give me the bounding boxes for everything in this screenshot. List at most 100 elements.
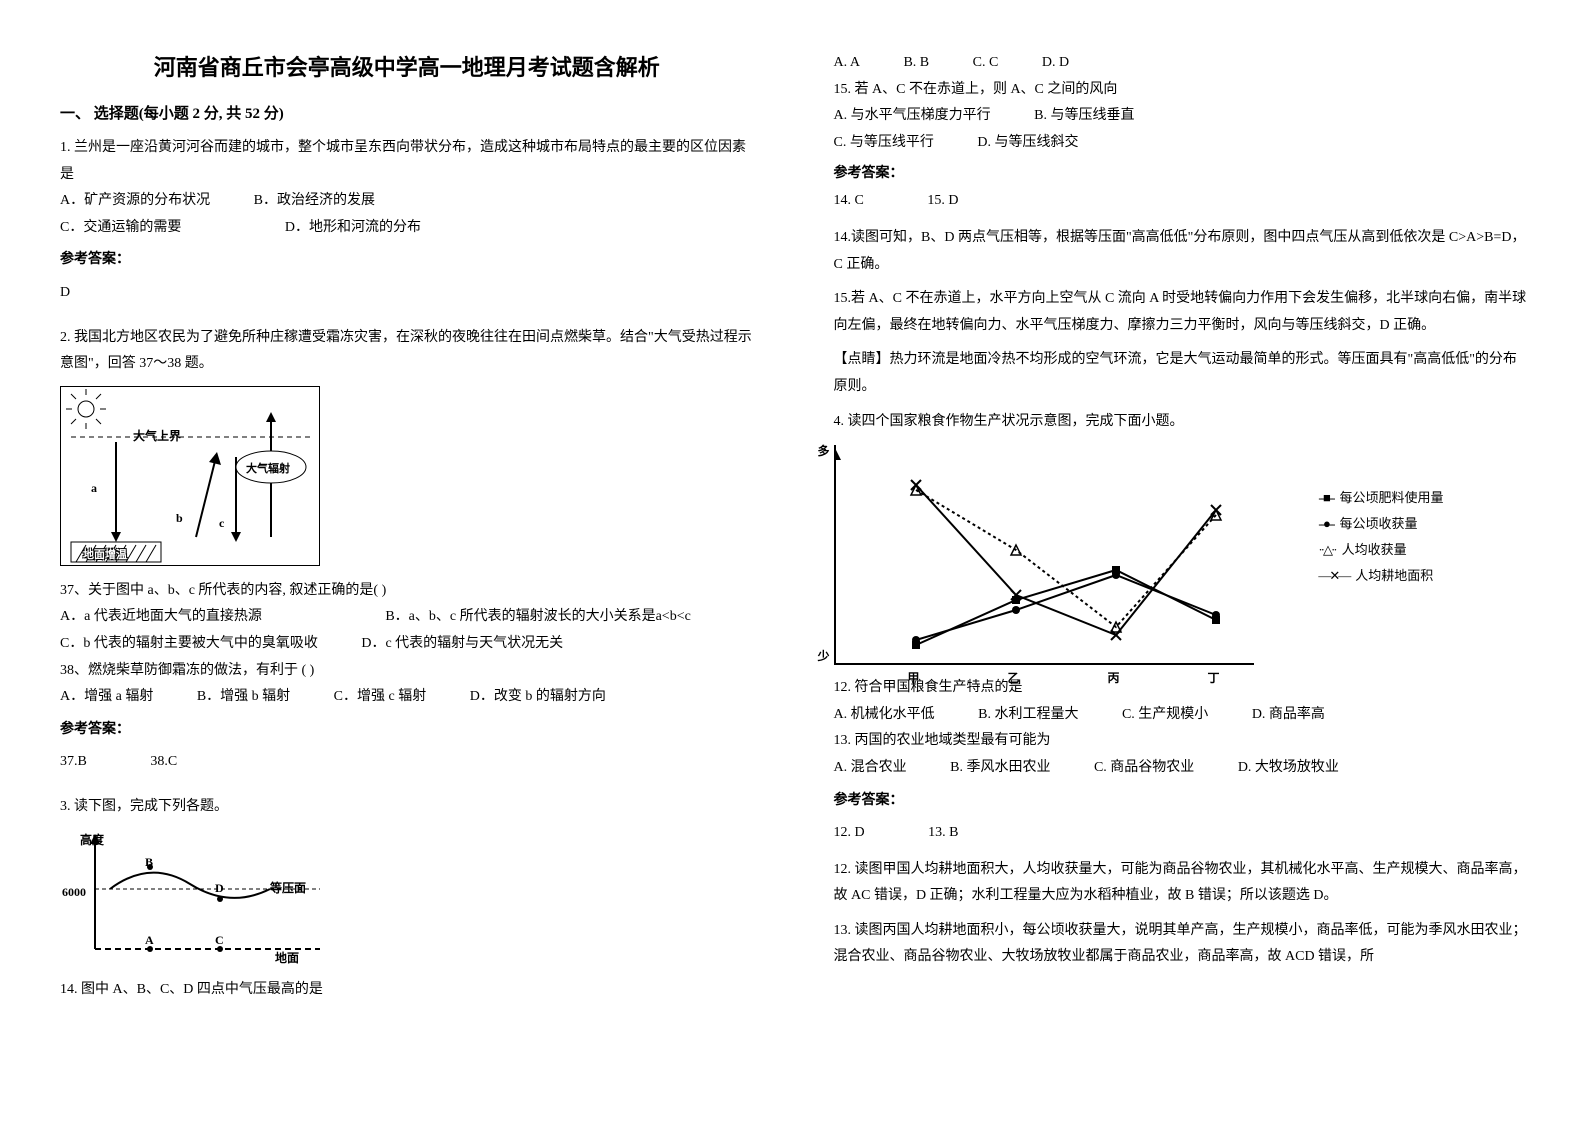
q37-optD: D．c 代表的辐射与天气状况无关 xyxy=(361,631,563,658)
q37-optC: C．b 代表的辐射主要被大气中的臭氧吸收 xyxy=(60,631,318,658)
q4-stem: 4. 读四个国家粮食作物生产状况示意图，完成下面小题。 xyxy=(834,409,1528,436)
curve-label: 等压面 xyxy=(270,877,306,900)
ans38: 38.C xyxy=(150,749,177,776)
q38-optA: A．增强 a 辐射 xyxy=(60,684,153,711)
q14-optA: A. A xyxy=(834,50,860,77)
ground-label: 地面 xyxy=(275,947,299,970)
legend-1-label: 每公顷收获量 xyxy=(1339,511,1417,537)
diagram-a: a xyxy=(91,477,97,500)
q1-optD: D．地形和河流的分布 xyxy=(285,215,421,242)
q12-optA: A. 机械化水平低 xyxy=(834,702,935,729)
q15-optA: A. 与水平气压梯度力平行 xyxy=(834,103,991,130)
diagram-c: c xyxy=(219,512,224,535)
ptC: C xyxy=(215,929,224,952)
xlab-2: 丙 xyxy=(1108,667,1120,690)
q1-answer: D xyxy=(60,280,754,307)
q12-optC: C. 生产规模小 xyxy=(1122,702,1208,729)
q15-options-2: C. 与等压线平行 D. 与等压线斜交 xyxy=(834,130,1528,157)
legend-0: --■--每公顷肥料使用量 xyxy=(1318,485,1443,511)
q37-optB: B．a、b、c 所代表的辐射波长的大小关系是a<b<c xyxy=(385,604,690,631)
pressure-diagram: 高度 6000 B D A C 等压面 地面 xyxy=(60,829,340,969)
q2-stem: 2. 我国北方地区农民为了避免所种庄稼遭受霜冻灾害，在深秋的夜晚往往在田间点燃柴… xyxy=(60,325,754,378)
question-2: 2. 我国北方地区农民为了避免所种庄稼遭受霜冻灾害，在深秋的夜晚往往在田间点燃柴… xyxy=(60,325,754,786)
grain-chart: 多 少 甲 乙 丙 丁 xyxy=(834,445,1254,665)
ans13: 13. B xyxy=(928,820,958,847)
q13-stem: 13. 丙国的农业地域类型最有可能为 xyxy=(834,728,1528,755)
q38-optD: D．改变 b 的辐射方向 xyxy=(470,684,606,711)
q13-optC: C. 商品谷物农业 xyxy=(1094,755,1194,782)
q12-optD: D. 商品率高 xyxy=(1252,702,1325,729)
explain15: 15.若 A、C 不在赤道上，水平方向上空气从 C 流向 A 时受地转偏向力作用… xyxy=(834,286,1528,339)
q4-ref-label: 参考答案： xyxy=(834,788,1528,815)
q14-stem: 14. 图中 A、B、C、D 四点中气压最高的是 xyxy=(60,977,754,1004)
q37-options-1: A．a 代表近地面大气的直接热源 B．a、b、c 所代表的辐射波长的大小关系是a… xyxy=(60,604,754,631)
question-3: 3. 读下图，完成下列各题。 高度 6000 B D xyxy=(60,794,754,1003)
diagram-top-label: 大气上界 xyxy=(133,425,181,448)
chart-wrapper: 多 少 甲 乙 丙 丁 --■--每公顷肥料使用量 --●--每公顷收获量 ··… xyxy=(834,445,1454,665)
chart-legend: --■--每公顷肥料使用量 --●--每公顷收获量 ··△··人均收获量 —✕—… xyxy=(1318,485,1443,589)
atmosphere-diagram: 大气上界 a b c 大气辐射 地面增温 xyxy=(60,386,320,566)
ptA: A xyxy=(145,929,154,952)
right-column: A. A B. B C. C D. D 15. 若 A、C 不在赤道上，则 A、… xyxy=(834,50,1528,1072)
q14-optB: B. B xyxy=(903,50,929,77)
q15-stem: 15. 若 A、C 不在赤道上，则 A、C 之间的风向 xyxy=(834,77,1528,104)
q1-options-2: C．交通运输的需要 D．地形和河流的分布 xyxy=(60,215,754,242)
q15-optC: C. 与等压线平行 xyxy=(834,130,934,157)
q1-optA: A．矿产资源的分布状况 xyxy=(60,188,210,215)
q1-stem: 1. 兰州是一座沿黄河河谷而建的城市，整个城市呈东西向带状分布，造成这种城市布局… xyxy=(60,135,754,188)
q13-options: A. 混合农业 B. 季风水田农业 C. 商品谷物农业 D. 大牧场放牧业 xyxy=(834,755,1528,782)
q4-answer: 12. D 13. B xyxy=(834,820,1528,847)
legend-3-label: 人均耕地面积 xyxy=(1355,563,1433,589)
q37-options-2: C．b 代表的辐射主要被大气中的臭氧吸收 D．c 代表的辐射与天气状况无关 xyxy=(60,631,754,658)
q1-options: A．矿产资源的分布状况 B．政治经济的发展 xyxy=(60,188,754,215)
q15-optD: D. 与等压线斜交 xyxy=(977,130,1078,157)
q15-optB: B. 与等压线垂直 xyxy=(1034,103,1134,130)
diagram-b: b xyxy=(176,507,183,530)
q14-optD: D. D xyxy=(1042,50,1069,77)
q14-optC: C. C xyxy=(973,50,999,77)
q38-optB: B．增强 b 辐射 xyxy=(197,684,290,711)
q37-stem: 37、关于图中 a、b、c 所代表的内容, 叙述正确的是( ) xyxy=(60,578,754,605)
tip: 【点睛】热力环流是地面冷热不均形成的空气环流，它是大气运动最简单的形式。等压面具… xyxy=(834,347,1528,400)
q1-optB: B．政治经济的发展 xyxy=(254,188,375,215)
q3-ref-label: 参考答案： xyxy=(834,162,1528,182)
explain12: 12. 读图甲国人均耕地面积大，人均收获量大，可能为商品谷物农业，其机械化水平高… xyxy=(834,857,1528,910)
q37-optA: A．a 代表近地面大气的直接热源 xyxy=(60,604,262,631)
q14-options: A. A B. B C. C D. D xyxy=(834,50,1528,77)
q1-ref-label: 参考答案： xyxy=(60,247,754,274)
exam-title: 河南省商丘市会亭高级中学高一地理月考试题含解析 xyxy=(60,50,754,82)
q3-stem: 3. 读下图，完成下列各题。 xyxy=(60,794,754,821)
diagram-bottom-label: 地面增温 xyxy=(83,545,127,566)
y-bot-label: 少 xyxy=(818,645,830,668)
q12-optB: B. 水利工程量大 xyxy=(978,702,1078,729)
q2-answer: 37.B 38.C xyxy=(60,749,754,776)
xlab-1: 乙 xyxy=(1008,667,1020,690)
ans12: 12. D xyxy=(834,820,865,847)
legend-0-label: 每公顷肥料使用量 xyxy=(1339,485,1443,511)
left-column: 河南省商丘市会亭高级中学高一地理月考试题含解析 一、 选择题(每小题 2 分, … xyxy=(60,50,754,1072)
diagram-right-label: 大气辐射 xyxy=(246,459,290,480)
q38-optC: C．增强 c 辐射 xyxy=(334,684,427,711)
xlab-0: 甲 xyxy=(908,667,920,690)
q12-options: A. 机械化水平低 B. 水利工程量大 C. 生产规模小 D. 商品率高 xyxy=(834,702,1528,729)
q12-stem: 12. 符合甲国粮食生产特点的是 xyxy=(834,675,1528,702)
explain14: 14.读图可知，B、D 两点气压相等，根据等压面"高高低低"分布原则，图中四点气… xyxy=(834,225,1528,278)
q38-stem: 38、燃烧柴草防御霜冻的做法，有利于 ( ) xyxy=(60,658,754,685)
grain-chart-svg xyxy=(836,445,1256,665)
y-top-label: 多 xyxy=(818,440,830,463)
ptB: B xyxy=(145,851,153,874)
section-heading: 一、 选择题(每小题 2 分, 共 52 分) xyxy=(60,102,754,123)
q13-optD: D. 大牧场放牧业 xyxy=(1238,755,1339,782)
xlab-3: 丁 xyxy=(1208,667,1220,690)
ptD: D xyxy=(215,877,224,900)
legend-1: --●--每公顷收获量 xyxy=(1318,511,1443,537)
legend-2: ··△··人均收获量 xyxy=(1318,537,1443,563)
y-label: 高度 xyxy=(80,829,104,852)
q13-optA: A. 混合农业 xyxy=(834,755,907,782)
q13-optB: B. 季风水田农业 xyxy=(950,755,1050,782)
ans37: 37.B xyxy=(60,749,87,776)
q3-answer: 14. C 15. D xyxy=(834,188,1528,215)
legend-3: —✕—人均耕地面积 xyxy=(1318,563,1443,589)
y-tick: 6000 xyxy=(62,881,86,904)
explain13: 13. 读图丙国人均耕地面积小，每公顷收获量大，说明其单产高，生产规模小，商品率… xyxy=(834,918,1528,971)
